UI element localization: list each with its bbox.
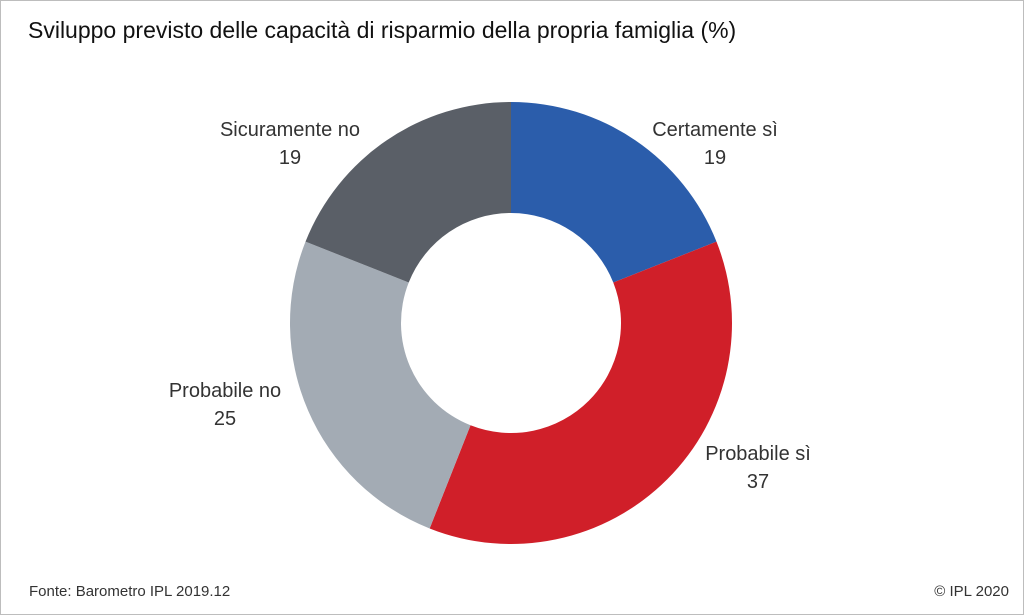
slice-label: Probabile sì bbox=[705, 443, 811, 465]
copyright-note: © IPL 2020 bbox=[934, 583, 1009, 600]
donut-slice-certamente-sì bbox=[511, 102, 717, 283]
slice-value-label: 19 bbox=[279, 147, 301, 169]
donut-slice-probabile-sì bbox=[429, 241, 732, 544]
slice-label: Probabile no bbox=[169, 380, 281, 402]
slice-label: Sicuramente no bbox=[220, 119, 360, 141]
source-note: Fonte: Barometro IPL 2019.12 bbox=[29, 583, 231, 600]
donut-slice-sicuramente-no bbox=[305, 102, 511, 283]
slice-label: Certamente sì bbox=[652, 119, 778, 141]
chart-title: Sviluppo previsto delle capacità di risp… bbox=[28, 17, 737, 43]
slice-value-label: 19 bbox=[704, 147, 726, 169]
slice-value-label: 25 bbox=[214, 408, 236, 430]
donut-slice-probabile-no bbox=[290, 241, 471, 529]
slice-value-label: 37 bbox=[747, 471, 769, 493]
